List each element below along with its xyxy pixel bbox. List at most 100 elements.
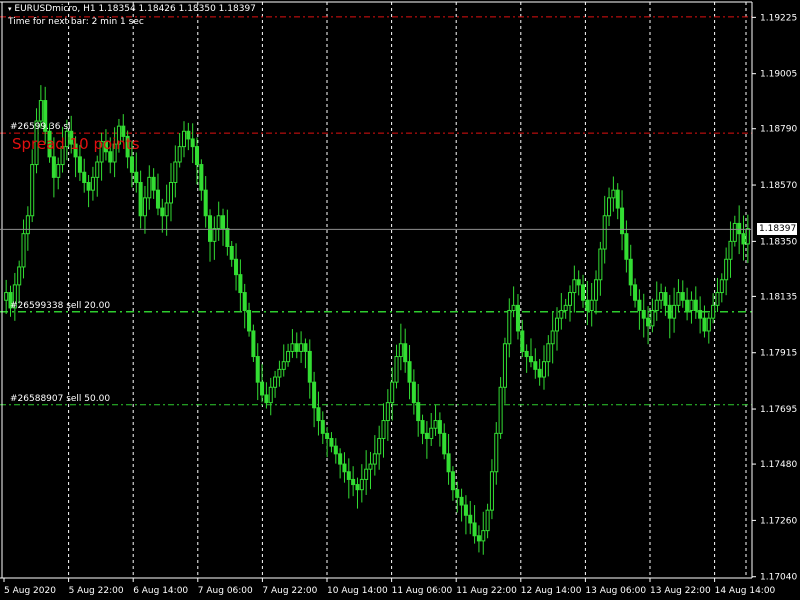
- candle-body: [528, 356, 533, 363]
- candle-body: [468, 514, 473, 524]
- candle-body: [273, 376, 278, 388]
- candle-body: [598, 248, 603, 281]
- candle-body: [95, 161, 100, 178]
- candle-body: [594, 279, 599, 301]
- symbol-info: ▾ EURUSDmicro, H1 1.18354 1.18426 1.1835…: [8, 4, 256, 14]
- candle-body: [34, 120, 39, 166]
- candle-body: [51, 156, 56, 178]
- candle-body: [515, 304, 520, 332]
- candle-body: [155, 189, 160, 209]
- x-tick-label: 14 Aug 14:00: [715, 586, 776, 596]
- x-axis-ticks: 5 Aug 2020 5 Aug 22:00 6 Aug 14:00 7 Aug 06…: [3, 578, 776, 596]
- candle-body: [620, 207, 625, 235]
- candle-body: [333, 445, 338, 455]
- candle-body: [485, 509, 490, 532]
- y-tick-label: 1.17695: [760, 405, 797, 415]
- candle-body: [260, 381, 265, 396]
- candle-body: [663, 292, 668, 306]
- candle-body: [138, 181, 143, 217]
- candle-body: [442, 432, 447, 455]
- order-label-sell-50[interactable]: #26588907 sell 50.00: [10, 393, 111, 404]
- y-tick-label: 1.18350: [760, 237, 797, 247]
- candle-body: [329, 437, 334, 447]
- candle-body: [394, 356, 399, 383]
- dropdown-icon[interactable]: ▾: [8, 5, 12, 13]
- x-tick-label: 6 Aug 14:00: [133, 586, 188, 596]
- candle-body: [160, 207, 165, 217]
- candle-body: [711, 304, 716, 319]
- candle-body: [316, 407, 321, 422]
- candle-body: [234, 258, 239, 276]
- candle-body: [134, 171, 139, 183]
- order-label-sell-20[interactable]: #26599338 sell 20.00: [10, 300, 111, 311]
- x-tick-label: 7 Aug 22:00: [262, 586, 317, 596]
- candle-body: [56, 164, 61, 178]
- candle-body: [251, 330, 256, 358]
- candle-body: [294, 343, 299, 352]
- candle-body: [685, 299, 690, 311]
- candle-body: [112, 143, 117, 163]
- candle-body: [437, 420, 442, 434]
- candle-body: [385, 402, 390, 422]
- candle-body: [346, 471, 351, 480]
- candle-body: [38, 100, 43, 122]
- candle-body: [47, 130, 52, 158]
- current-price-tag: 1.18397: [757, 223, 797, 236]
- candle-body: [82, 171, 87, 183]
- x-tick-label: 5 Aug 2020: [4, 586, 56, 596]
- candle-body: [320, 420, 325, 434]
- candle-body: [563, 304, 568, 311]
- candles: [4, 85, 750, 555]
- candle-body: [64, 130, 69, 148]
- candle-body: [550, 330, 555, 345]
- candle-body: [585, 299, 590, 311]
- y-tick-label: 1.17260: [760, 516, 797, 526]
- y-tick-label: 1.17480: [760, 460, 797, 470]
- candle-body: [242, 292, 247, 311]
- y-tick-label: 1.17040: [760, 573, 797, 583]
- candle-body: [364, 468, 369, 480]
- candle-body: [390, 381, 395, 404]
- candle-body: [73, 143, 78, 158]
- candle-body: [351, 478, 356, 486]
- candle-body: [277, 368, 282, 378]
- x-tick-label: 10 Aug 14:00: [327, 586, 388, 596]
- candle-body: [225, 228, 230, 247]
- candle-body: [207, 215, 213, 242]
- candle-body: [637, 299, 642, 311]
- candle-body: [494, 432, 499, 473]
- spread-text: Spread 10 points: [12, 135, 140, 153]
- candle-body: [199, 164, 204, 191]
- candle-body: [229, 245, 234, 260]
- candle-body: [450, 471, 455, 491]
- candle-body: [455, 489, 460, 498]
- candle-body: [69, 130, 74, 145]
- candle-body: [706, 317, 711, 332]
- candle-body: [646, 317, 651, 327]
- candle-body: [90, 176, 95, 191]
- candle-body: [611, 189, 616, 199]
- candle-body: [325, 432, 330, 439]
- candle-body: [698, 309, 703, 319]
- candle-body: [372, 453, 377, 465]
- candle-body: [533, 361, 538, 370]
- order-label-sl[interactable]: #26599.36 sl: [10, 122, 71, 133]
- candle-body: [602, 215, 607, 250]
- candle-body: [554, 317, 560, 332]
- candle-body: [576, 279, 581, 286]
- axes: [0, 1, 753, 579]
- candle-body: [546, 343, 551, 363]
- candle-body: [108, 151, 113, 163]
- candle-body: [724, 258, 729, 281]
- candle-body: [511, 304, 516, 311]
- candle-body: [745, 228, 750, 245]
- candle-body: [312, 381, 317, 409]
- candle-body: [502, 343, 507, 388]
- candle-body: [732, 222, 737, 242]
- candle-body: [498, 386, 503, 434]
- candle-body: [125, 135, 130, 158]
- candle-body: [489, 471, 494, 511]
- candle-body: [481, 530, 486, 542]
- bar-timer: Time for next bar: 2 min 1 sec: [8, 17, 144, 27]
